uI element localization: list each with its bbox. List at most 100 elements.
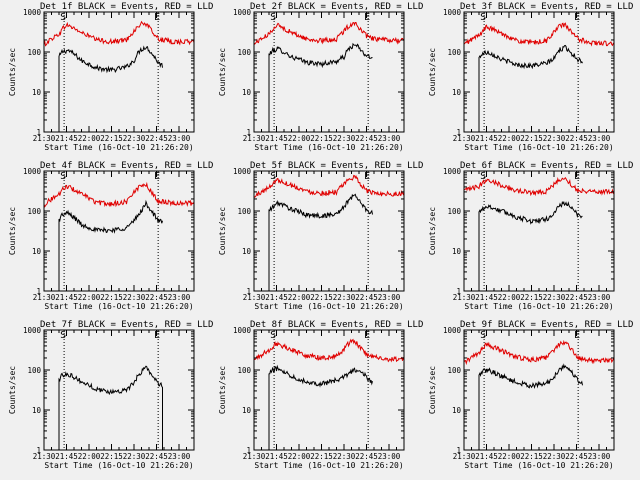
end-marker: E xyxy=(574,12,580,23)
start-marker: S xyxy=(270,12,276,23)
series-group xyxy=(58,365,163,450)
x-tick-label: 21:45 xyxy=(475,134,498,143)
y-tick-label: 10 xyxy=(242,88,252,97)
x-tick-label: 21:30 xyxy=(33,134,56,143)
y-tick-label: 10 xyxy=(242,406,252,415)
x-tick-label: 22:45 xyxy=(145,293,168,302)
y-tick-label: 1000 xyxy=(233,326,252,335)
lld-series-line xyxy=(254,174,404,198)
y-tick-label: 1000 xyxy=(443,167,462,176)
x-tick-label: 21:45 xyxy=(475,293,498,302)
events-series-line xyxy=(478,44,583,132)
panel-title: Det 4f BLACK = Events, RED = LLD xyxy=(40,161,213,171)
series-group xyxy=(464,22,614,132)
series-group xyxy=(464,176,614,291)
x-tick-label: 22:00 xyxy=(498,134,521,143)
x-tick-label: 22:30 xyxy=(333,452,356,461)
y-tick-label: 100 xyxy=(27,207,41,216)
end-marker: E xyxy=(364,12,370,23)
y-axis-label: Counts/sec xyxy=(428,366,437,414)
x-axis-label: Start Time (16-Oct-10 21:26:20) xyxy=(44,461,193,470)
y-tick-label: 10 xyxy=(32,406,42,415)
end-marker: E xyxy=(154,12,160,23)
lld-series-line xyxy=(464,22,614,47)
y-tick-label: 10 xyxy=(452,406,462,415)
series-group xyxy=(254,338,404,450)
events-series-line xyxy=(58,45,163,132)
x-tick-label: 21:30 xyxy=(453,134,476,143)
events-series-line xyxy=(268,193,373,291)
x-axis-label: Start Time (16-Oct-10 21:26:20) xyxy=(464,461,613,470)
y-tick-label: 1000 xyxy=(23,167,42,176)
events-series-line xyxy=(58,365,163,450)
x-tick-label: 21:30 xyxy=(453,293,476,302)
x-tick-label: 22:00 xyxy=(288,293,311,302)
x-tick-label: 22:00 xyxy=(78,134,101,143)
y-tick-label: 1 xyxy=(36,128,41,137)
y-axis-label: Counts/sec xyxy=(428,207,437,255)
x-tick-label: 22:15 xyxy=(310,452,333,461)
x-axis-label: Start Time (16-Oct-10 21:26:20) xyxy=(464,143,613,152)
y-tick-label: 10 xyxy=(32,88,42,97)
series-group xyxy=(44,181,194,291)
y-tick-label: 1 xyxy=(456,287,461,296)
y-axis-label: Counts/sec xyxy=(8,48,17,96)
x-tick-label: 21:30 xyxy=(33,452,56,461)
x-tick-label: 21:30 xyxy=(453,452,476,461)
x-tick-label: 23:00 xyxy=(378,293,401,302)
x-tick-label: 22:15 xyxy=(100,134,123,143)
y-tick-label: 100 xyxy=(237,207,251,216)
y-tick-label: 10 xyxy=(242,247,252,256)
y-tick-label: 100 xyxy=(447,207,461,216)
lld-series-line xyxy=(254,338,404,363)
y-tick-label: 1000 xyxy=(23,326,42,335)
x-tick-label: 23:00 xyxy=(168,134,191,143)
x-tick-label: 21:45 xyxy=(55,293,78,302)
y-tick-label: 100 xyxy=(447,48,461,57)
x-axis-label: Start Time (16-Oct-10 21:26:20) xyxy=(254,461,403,470)
series-group xyxy=(464,339,614,450)
end-marker: E xyxy=(574,171,580,182)
y-tick-label: 1000 xyxy=(443,8,462,17)
x-tick-label: 22:45 xyxy=(145,134,168,143)
y-axis-label: Counts/sec xyxy=(218,48,227,96)
y-tick-label: 100 xyxy=(27,366,41,375)
x-tick-label: 23:00 xyxy=(378,134,401,143)
y-tick-label: 100 xyxy=(237,48,251,57)
end-marker: E xyxy=(574,330,580,341)
x-tick-label: 22:15 xyxy=(100,293,123,302)
x-tick-label: 22:30 xyxy=(543,134,566,143)
events-series-line xyxy=(268,364,373,450)
start-marker: S xyxy=(480,330,486,341)
y-tick-label: 10 xyxy=(452,247,462,256)
start-marker: S xyxy=(270,171,276,182)
x-tick-label: 21:30 xyxy=(243,452,266,461)
y-tick-label: 1 xyxy=(456,446,461,455)
end-marker: E xyxy=(364,330,370,341)
panel-title: Det 5f BLACK = Events, RED = LLD xyxy=(250,161,423,171)
events-series-line xyxy=(478,200,583,291)
x-tick-label: 22:30 xyxy=(333,134,356,143)
events-series-line xyxy=(478,363,583,450)
lld-series-line xyxy=(44,20,194,47)
lld-series-line xyxy=(44,181,194,208)
y-tick-label: 100 xyxy=(27,48,41,57)
series-group xyxy=(254,22,404,132)
start-marker: S xyxy=(60,330,66,341)
y-axis-label: Counts/sec xyxy=(8,207,17,255)
x-tick-label: 21:45 xyxy=(55,452,78,461)
y-tick-label: 1000 xyxy=(233,8,252,17)
x-tick-label: 22:30 xyxy=(543,293,566,302)
series-group xyxy=(254,174,404,291)
x-tick-label: 22:15 xyxy=(310,293,333,302)
end-marker: E xyxy=(154,171,160,182)
panel-title: Det 9f BLACK = Events, RED = LLD xyxy=(460,320,633,330)
panel-title: Det 6f BLACK = Events, RED = LLD xyxy=(460,161,633,171)
y-axis-label: Counts/sec xyxy=(8,366,17,414)
y-tick-label: 10 xyxy=(32,247,42,256)
x-tick-label: 23:00 xyxy=(588,134,611,143)
